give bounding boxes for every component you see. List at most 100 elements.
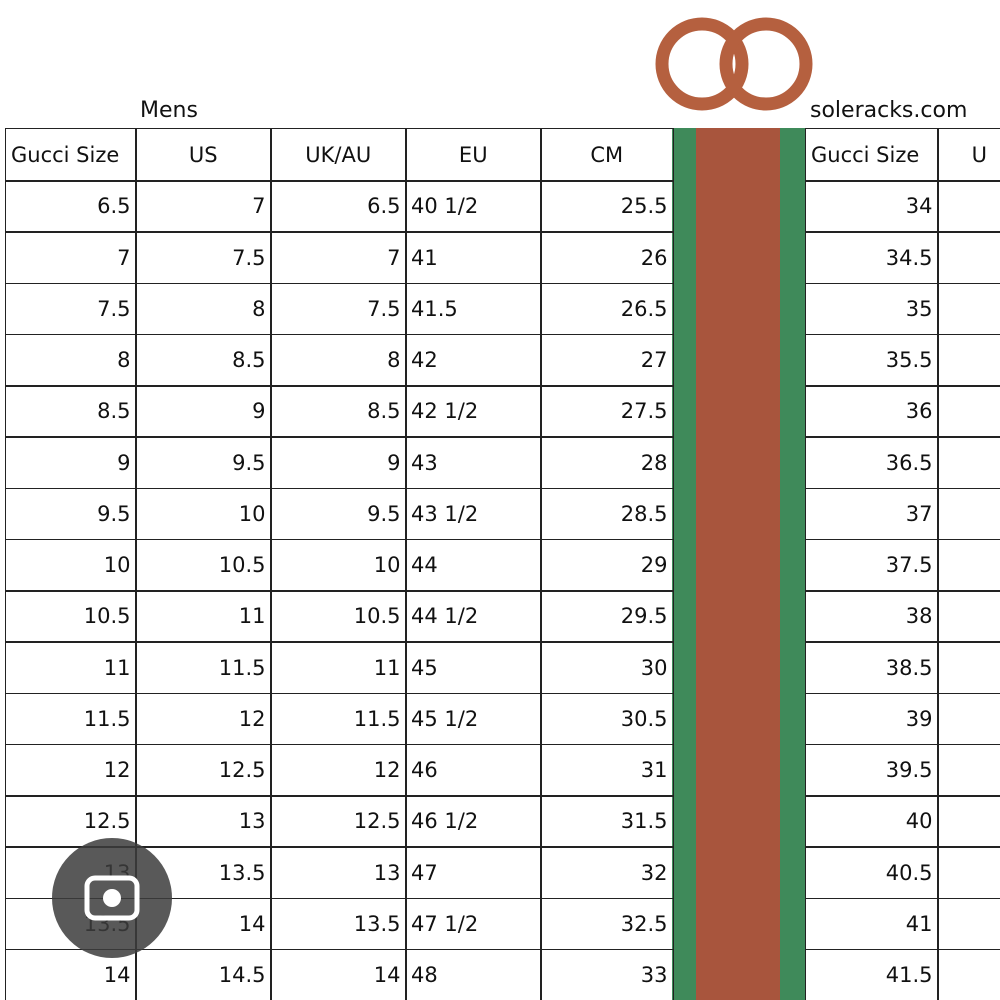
lens-icon <box>84 875 140 921</box>
table-cell: 39.5 <box>805 743 939 797</box>
table-cell: 8 <box>5 333 137 387</box>
lens-button[interactable] <box>52 838 172 958</box>
table-cell: 12.5 <box>5 795 137 848</box>
table-cell: 11.5 <box>270 692 407 746</box>
table-cell: 9 <box>270 436 407 489</box>
section-label: Mens <box>140 98 198 123</box>
table-cell: 6.5 <box>270 180 407 233</box>
table-cell: 8.5 <box>270 385 407 438</box>
table-cell: 14 <box>5 948 137 1000</box>
table-cell: 9 <box>135 385 272 438</box>
table-cell: 10.5 <box>270 590 407 643</box>
table-cell: 44 1/2 <box>405 590 542 643</box>
table-cell: 13 <box>270 846 407 899</box>
table-cell: 27.5 <box>540 385 674 438</box>
table-cell: 12.5 <box>135 743 272 797</box>
table-cell: 26.5 <box>540 282 674 336</box>
table-cell: 36 <box>805 385 939 438</box>
table-cell: 11.5 <box>135 641 272 694</box>
column-header: CM <box>540 128 674 182</box>
table-cell: 46 <box>405 743 542 797</box>
table-cell: 46 1/2 <box>405 795 542 848</box>
table-cell: 45 1/2 <box>405 692 542 746</box>
table-cell: 30.5 <box>540 692 674 746</box>
table-cell: 34 <box>805 180 939 233</box>
table-cell: 12.5 <box>270 795 407 848</box>
table-cell: 12 <box>270 743 407 797</box>
table-cell: 10 <box>135 487 272 541</box>
table-cell: 12 <box>135 692 272 746</box>
table-cell: 45 <box>405 641 542 694</box>
table-cell: 6.5 <box>5 180 137 233</box>
table-cell: 41 <box>805 897 939 951</box>
table-cell-empty <box>937 487 1000 541</box>
table-cell: 43 1/2 <box>405 487 542 541</box>
table-cell: 8 <box>135 282 272 336</box>
table-cell: 12 <box>5 743 137 797</box>
table-cell: 7 <box>5 231 137 284</box>
table-cell: 25.5 <box>540 180 674 233</box>
table-cell: 32 <box>540 846 674 899</box>
table-cell-empty <box>937 897 1000 951</box>
table-cell: 48 <box>405 948 542 1000</box>
table-cell: 27 <box>540 333 674 387</box>
table-cell-empty <box>937 333 1000 387</box>
table-cell-empty <box>937 231 1000 284</box>
table-cell: 33 <box>540 948 674 1000</box>
table-cell: 26 <box>540 231 674 284</box>
table-cell: 44 <box>405 538 542 592</box>
table-cell-empty <box>937 846 1000 899</box>
column-header: Gucci Size <box>805 128 939 182</box>
table-cell: 28 <box>540 436 674 489</box>
table-cell-empty <box>937 641 1000 694</box>
table-cell: 35.5 <box>805 333 939 387</box>
table-cell: 40.5 <box>805 846 939 899</box>
table-cell: 11 <box>270 641 407 694</box>
table-cell: 38 <box>805 590 939 643</box>
table-cell: 14 <box>135 897 272 951</box>
table-cell: 14 <box>270 948 407 1000</box>
table-cell: 37 <box>805 487 939 541</box>
table-cell: 31.5 <box>540 795 674 848</box>
table-cell: 31 <box>540 743 674 797</box>
table-cell: 39 <box>805 692 939 746</box>
table-cell: 40 <box>805 795 939 848</box>
column-header: UK/AU <box>270 128 407 182</box>
table-cell: 42 1/2 <box>405 385 542 438</box>
table-cell: 7.5 <box>5 282 137 336</box>
table-cell-empty <box>937 436 1000 489</box>
table-cell: 10 <box>270 538 407 592</box>
table-cell: 34.5 <box>805 231 939 284</box>
table-cell: 8.5 <box>135 333 272 387</box>
table-cell: 13.5 <box>270 897 407 951</box>
table-cell-empty <box>937 385 1000 438</box>
table-cell: 14.5 <box>135 948 272 1000</box>
table-cell: 7.5 <box>270 282 407 336</box>
table-cell-empty <box>937 743 1000 797</box>
table-cell: 29 <box>540 538 674 592</box>
table-cell: 41.5 <box>405 282 542 336</box>
table-cell: 11 <box>5 641 137 694</box>
table-cell-empty <box>937 692 1000 746</box>
table-cell: 7 <box>270 231 407 284</box>
table-cell: 9.5 <box>270 487 407 541</box>
table-cell: 11 <box>135 590 272 643</box>
table-cell: 7.5 <box>135 231 272 284</box>
table-cell: 41 <box>405 231 542 284</box>
table-cell: 42 <box>405 333 542 387</box>
table-cell: 47 1/2 <box>405 897 542 951</box>
table-cell: 11.5 <box>5 692 137 746</box>
table-cell: 9 <box>5 436 137 489</box>
table-cell: 28.5 <box>540 487 674 541</box>
table-cell: 8.5 <box>5 385 137 438</box>
table-cell: 36.5 <box>805 436 939 489</box>
table-cell-empty <box>937 590 1000 643</box>
table-cell: 10 <box>5 538 137 592</box>
logo <box>655 17 813 111</box>
table-cell: 29.5 <box>540 590 674 643</box>
table-cell: 30 <box>540 641 674 694</box>
table-cell: 9.5 <box>135 436 272 489</box>
table-cell: 37.5 <box>805 538 939 592</box>
